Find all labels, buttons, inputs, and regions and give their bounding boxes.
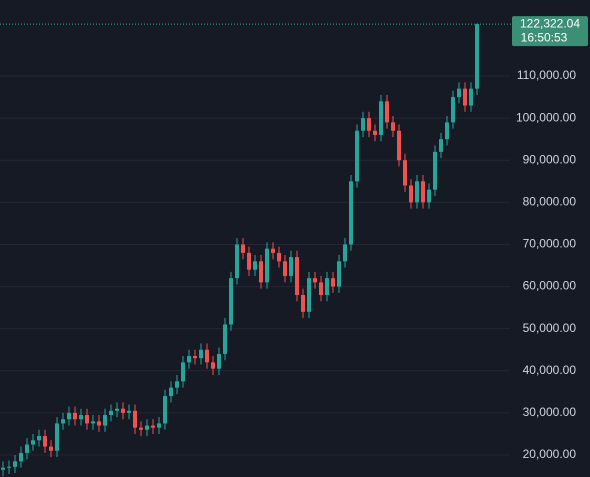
candle-body — [1, 467, 5, 470]
y-tick-label: 100,000.00 — [516, 110, 576, 124]
candle-body — [211, 362, 215, 369]
candle-body — [313, 278, 317, 283]
candle-body — [319, 282, 323, 295]
candle-body — [415, 181, 419, 203]
y-tick-label: 60,000.00 — [523, 279, 577, 293]
y-tick-label: 70,000.00 — [523, 237, 577, 251]
candle-body — [283, 261, 287, 277]
candle-body — [85, 415, 89, 424]
candle-body — [253, 261, 257, 270]
candle-body — [43, 436, 47, 447]
candle-body — [391, 122, 395, 131]
candle-body — [55, 423, 59, 451]
candle-body — [247, 252, 251, 270]
candle-body — [433, 151, 437, 190]
y-tick-label: 110,000.00 — [517, 68, 576, 82]
candle-body — [475, 24, 479, 89]
y-tick-label: 20,000.00 — [523, 447, 577, 461]
candle-body — [469, 88, 473, 106]
candle-body — [121, 408, 125, 413]
candle-body — [367, 118, 371, 131]
candle-body — [31, 440, 35, 445]
candle-body — [25, 444, 29, 453]
candle-body — [241, 244, 245, 253]
last-price-label: 122,322.04 — [520, 16, 580, 30]
candle-body — [217, 353, 221, 369]
candle-body — [169, 387, 173, 397]
candle-body — [331, 278, 335, 287]
candle-body — [193, 356, 197, 359]
candle-body — [295, 257, 299, 295]
candle-body — [139, 427, 143, 430]
candle-body — [355, 130, 359, 182]
candle-body — [145, 425, 149, 430]
candle-body — [181, 362, 185, 382]
candle-body — [175, 381, 179, 388]
candle-body — [427, 189, 431, 203]
y-tick-label: 30,000.00 — [523, 405, 577, 419]
candle-body — [349, 181, 353, 245]
candle-body — [37, 436, 41, 441]
candle-body — [403, 160, 407, 186]
candle-body — [103, 415, 107, 426]
candle-body — [385, 101, 389, 123]
candle-body — [205, 349, 209, 363]
candle-body — [235, 244, 239, 279]
candle-body — [127, 410, 131, 413]
candle-body — [223, 324, 227, 354]
candle-body — [187, 356, 191, 363]
last-time-label: 16:50:53 — [521, 30, 568, 44]
candle-body — [277, 252, 281, 262]
candle-body — [421, 181, 425, 203]
candle-body — [229, 278, 233, 325]
y-tick-label: 40,000.00 — [523, 363, 577, 377]
candle-body — [265, 248, 269, 283]
candle-body — [379, 101, 383, 135]
candle-body — [199, 349, 203, 359]
candle-body — [397, 130, 401, 161]
candle-body — [409, 185, 413, 203]
candle-body — [343, 244, 347, 262]
candle-body — [259, 261, 263, 283]
candle-body — [463, 88, 467, 106]
candle-body — [337, 261, 341, 287]
candle-body — [157, 423, 161, 428]
candle-body — [361, 118, 365, 131]
candle-body — [271, 248, 275, 253]
candle-body — [91, 421, 95, 424]
candle-body — [301, 294, 305, 312]
candle-body — [109, 410, 113, 416]
candle-body — [373, 130, 377, 135]
candle-body — [115, 408, 119, 411]
candle-body — [67, 412, 71, 420]
candle-body — [7, 466, 11, 468]
candle-body — [439, 139, 443, 152]
candle-body — [61, 419, 65, 424]
candle-body — [163, 396, 167, 424]
y-tick-label: 50,000.00 — [523, 321, 577, 335]
last-price-box — [512, 16, 588, 47]
candle-body — [325, 278, 329, 295]
candle-body — [133, 410, 137, 428]
y-tick-label: 80,000.00 — [523, 195, 577, 209]
candle-body — [445, 122, 449, 140]
candle-body — [49, 446, 53, 451]
candle-body — [451, 97, 455, 123]
candle-body — [289, 257, 293, 277]
candle-body — [97, 421, 101, 426]
candle-body — [79, 415, 83, 420]
candle-body — [151, 425, 155, 428]
candle-body — [19, 452, 23, 462]
candle-body — [307, 278, 311, 312]
y-tick-label: 90,000.00 — [523, 152, 577, 166]
candle-body — [13, 461, 17, 467]
candle-body — [73, 412, 77, 420]
candle-body — [457, 88, 461, 98]
